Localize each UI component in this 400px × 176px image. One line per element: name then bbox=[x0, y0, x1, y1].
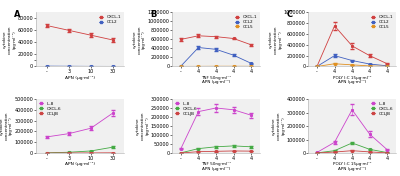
Y-axis label: cytokine
concentration
(pg·ml⁻¹): cytokine concentration (pg·ml⁻¹) bbox=[269, 25, 282, 54]
Legend: IL-8, CXCL-6, CCLJB: IL-8, CXCL-6, CCLJB bbox=[174, 101, 198, 116]
Legend: CXCL-1, CCL2, CCL5: CXCL-1, CCL2, CCL5 bbox=[234, 14, 258, 30]
X-axis label: TNF 50ng·ml⁻¹
APN (μg·ml⁻¹): TNF 50ng·ml⁻¹ APN (μg·ml⁻¹) bbox=[201, 76, 231, 84]
X-axis label: TNF 50ng·ml⁻¹
APN (μg·ml⁻¹): TNF 50ng·ml⁻¹ APN (μg·ml⁻¹) bbox=[201, 162, 231, 171]
Legend: CXCL-1, CCL2, CCL5: CXCL-1, CCL2, CCL5 bbox=[370, 14, 394, 30]
Text: A: A bbox=[14, 10, 20, 19]
Y-axis label: cytokine
concentration
(pg·ml⁻¹): cytokine concentration (pg·ml⁻¹) bbox=[136, 112, 149, 140]
Legend: IL-8, CXCL-6, CCLJB: IL-8, CXCL-6, CCLJB bbox=[38, 101, 62, 116]
Y-axis label: cytokine
concentration
(pg·ml⁻¹): cytokine concentration (pg·ml⁻¹) bbox=[272, 112, 285, 140]
X-axis label: POLY I:C 15μg·ml⁻¹
APN (μg·ml⁻¹): POLY I:C 15μg·ml⁻¹ APN (μg·ml⁻¹) bbox=[333, 162, 371, 171]
Text: C: C bbox=[286, 10, 292, 19]
Y-axis label: cytokine
concentration
(pg·ml⁻¹): cytokine concentration (pg·ml⁻¹) bbox=[0, 112, 13, 140]
Legend: IL-8, CXCL-6, CCLJB: IL-8, CXCL-6, CCLJB bbox=[370, 101, 394, 116]
X-axis label: APN (μg·ml⁻¹): APN (μg·ml⁻¹) bbox=[65, 162, 95, 166]
X-axis label: APN (μg·ml⁻¹): APN (μg·ml⁻¹) bbox=[65, 76, 95, 80]
X-axis label: POLY I:C 15μg·ml⁻¹
APN (μg·ml⁻¹): POLY I:C 15μg·ml⁻¹ APN (μg·ml⁻¹) bbox=[333, 76, 371, 84]
Text: B: B bbox=[150, 10, 156, 19]
Y-axis label: cytokine
concentration
(pg·ml⁻¹): cytokine concentration (pg·ml⁻¹) bbox=[133, 25, 146, 54]
Y-axis label: cytokine
concentration
(pg·ml⁻¹): cytokine concentration (pg·ml⁻¹) bbox=[3, 25, 16, 54]
Legend: CXCL-1, CCL2: CXCL-1, CCL2 bbox=[98, 14, 122, 25]
